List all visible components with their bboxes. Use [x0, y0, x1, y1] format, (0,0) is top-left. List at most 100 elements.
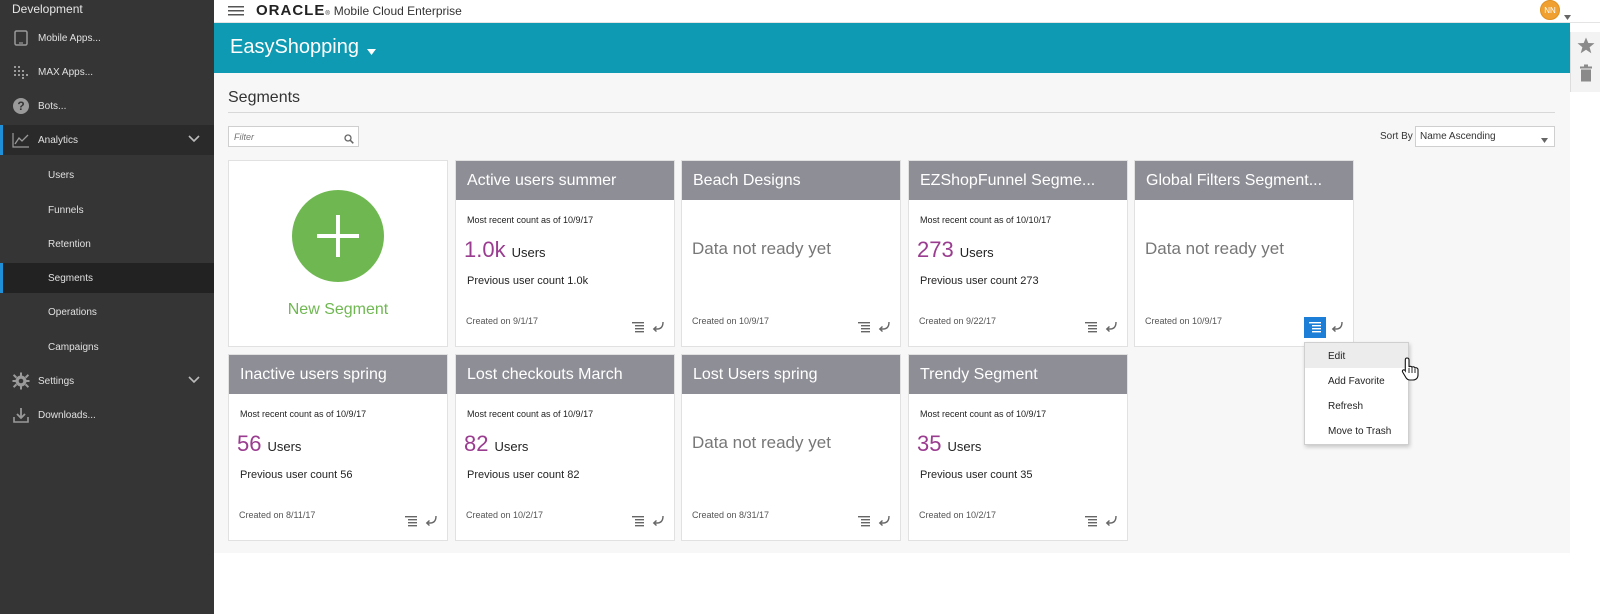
segment-card[interactable]: Beach Designs Data not ready yet Created… [681, 160, 901, 347]
created-date: Created on 8/11/17 [239, 510, 316, 520]
undo-icon[interactable] [425, 513, 438, 531]
data-not-ready-label: Data not ready yet [1145, 239, 1284, 258]
sidebar-item-label: Settings [38, 375, 75, 387]
sidebar-subitem-funnels[interactable]: Funnels [0, 195, 214, 225]
menu-icon[interactable] [856, 513, 872, 529]
sidebar-item-mobile-apps[interactable]: Mobile Apps... [0, 23, 214, 53]
segment-title[interactable]: Beach Designs [682, 161, 900, 200]
app-banner: EasyShopping [214, 23, 1570, 73]
undo-icon[interactable] [1105, 513, 1118, 531]
filter-input[interactable] [229, 127, 339, 147]
created-date: Created on 10/9/17 [692, 316, 770, 326]
sidebar-subitem-users[interactable]: Users [0, 160, 214, 190]
filter-field[interactable] [228, 126, 359, 147]
menu-icon[interactable] [403, 513, 419, 529]
menu-icon[interactable] [856, 319, 872, 335]
app-name[interactable]: EasyShopping [230, 36, 359, 58]
help-circle-icon: ? [10, 97, 32, 115]
data-not-ready-label: Data not ready yet [692, 239, 831, 258]
recent-count-label: Most recent count as of 10/9/17 [240, 409, 367, 419]
menu-item-add-favorite[interactable]: Add Favorite [1328, 376, 1385, 387]
segment-title[interactable]: Inactive users spring [229, 355, 447, 394]
sidebar-item-max-apps[interactable]: MAX Apps... [0, 57, 214, 87]
sidebar-item-analytics[interactable]: Analytics [0, 125, 214, 155]
recent-count-label: Most recent count as of 10/9/17 [920, 409, 1047, 419]
segment-title[interactable]: Active users summer [456, 161, 674, 200]
segment-card[interactable]: Global Filters Segment... Data not ready… [1134, 160, 1354, 347]
count-row: 35 Users [917, 431, 981, 457]
mobile-device-icon [10, 29, 32, 47]
menu-icon[interactable] [630, 513, 646, 529]
segment-title[interactable]: EZShopFunnel Segme... [909, 161, 1127, 200]
segment-title[interactable]: Global Filters Segment... [1135, 161, 1353, 200]
count-unit: Users [959, 245, 994, 260]
recent-count-label: Most recent count as of 10/9/17 [467, 215, 594, 225]
segment-card[interactable]: EZShopFunnel Segme... Most recent count … [908, 160, 1128, 347]
sidebar-subitem-operations[interactable]: Operations [0, 297, 214, 327]
new-segment-card[interactable]: New Segment [228, 160, 448, 347]
product-name: Mobile Cloud Enterprise [333, 4, 462, 18]
sort-value: Name Ascending [1420, 131, 1496, 142]
created-date: Created on 9/22/17 [919, 316, 997, 326]
sidebar-item-downloads[interactable]: Downloads... [0, 400, 214, 430]
chevron-down-icon[interactable] [188, 374, 200, 387]
segment-card[interactable]: Active users summer Most recent count as… [455, 160, 675, 347]
chevron-down-icon[interactable] [188, 133, 200, 146]
undo-icon[interactable] [878, 319, 891, 337]
user-count: 82 [464, 431, 489, 456]
segment-title[interactable]: Lost Users spring [682, 355, 900, 394]
hand-cursor-icon [1401, 357, 1421, 386]
created-date: Created on 9/1/17 [466, 316, 539, 326]
sidebar-subitem-retention[interactable]: Retention [0, 229, 214, 259]
undo-icon[interactable] [652, 513, 665, 531]
page-footer-space [214, 553, 1600, 614]
count-row: 1.0k Users [464, 237, 546, 263]
menu-item-edit[interactable]: Edit [1305, 343, 1408, 368]
sidebar-subitem-label: Segments [48, 272, 94, 284]
menu-icon[interactable] [1083, 319, 1099, 335]
caret-down-icon[interactable] [367, 42, 376, 60]
menu-icon[interactable] [1083, 513, 1099, 529]
new-segment-label[interactable]: New Segment [287, 301, 389, 318]
add-segment-button[interactable] [292, 190, 384, 282]
user-count: 1.0k [464, 237, 506, 262]
sidebar-item-settings[interactable]: Settings [0, 366, 214, 396]
undo-icon[interactable] [1105, 319, 1118, 337]
count-row: 273 Users [917, 237, 994, 263]
sidebar-subitem-segments[interactable]: Segments [0, 263, 214, 293]
sort-select[interactable]: Name Ascending [1415, 126, 1555, 147]
created-date: Created on 10/2/17 [919, 510, 997, 520]
menu-icon[interactable] [630, 319, 646, 335]
star-icon[interactable] [1577, 37, 1595, 59]
environment-label: Development [12, 2, 83, 16]
menu-icon[interactable] [1304, 317, 1326, 338]
undo-icon[interactable] [1331, 319, 1344, 337]
undo-icon[interactable] [652, 319, 665, 337]
segment-card[interactable]: Lost Users spring Data not ready yet Cre… [681, 354, 901, 541]
avatar[interactable]: NN [1540, 0, 1560, 20]
sidebar-subitem-label: Retention [48, 238, 91, 250]
line-chart-icon [10, 131, 32, 149]
caret-down-icon[interactable] [1564, 7, 1571, 25]
count-row: 56 Users [237, 431, 301, 457]
trash-icon[interactable] [1579, 64, 1593, 87]
sidebar-item-bots[interactable]: ? Bots... [0, 91, 214, 121]
segment-card[interactable]: Inactive users spring Most recent count … [228, 354, 448, 541]
hamburger-menu-icon[interactable] [228, 4, 244, 22]
download-icon [10, 406, 32, 424]
sidebar-item-label: Mobile Apps... [38, 32, 101, 44]
sidebar-subitem-campaigns[interactable]: Campaigns [0, 332, 214, 362]
previous-count: Previous user count 35 [920, 469, 1033, 481]
previous-count: Previous user count 1.0k [467, 275, 589, 287]
undo-icon[interactable] [878, 513, 891, 531]
search-icon[interactable] [344, 131, 354, 149]
count-unit: Users [267, 439, 302, 454]
segment-title[interactable]: Lost checkouts March [456, 355, 674, 394]
created-date: Created on 10/2/17 [466, 510, 544, 520]
segment-title[interactable]: Trendy Segment [909, 355, 1127, 394]
menu-item-refresh[interactable]: Refresh [1328, 401, 1364, 412]
segment-card[interactable]: Trendy Segment Most recent count as of 1… [908, 354, 1128, 541]
sidebar-item-label: Downloads... [38, 409, 96, 421]
menu-item-move-to-trash[interactable]: Move to Trash [1328, 426, 1392, 437]
segment-card[interactable]: Lost checkouts March Most recent count a… [455, 354, 675, 541]
